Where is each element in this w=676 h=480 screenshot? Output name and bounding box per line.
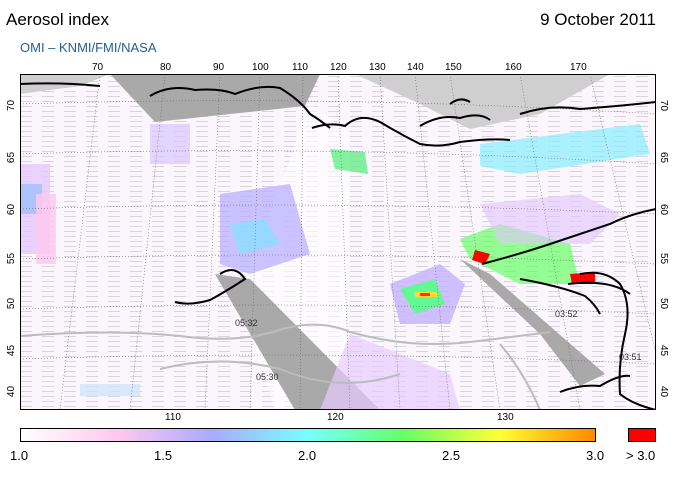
lat-tick-right: 55 xyxy=(658,252,670,265)
lon-tick-bottom: 110 xyxy=(165,412,181,423)
lon-tick-top: 160 xyxy=(505,62,522,73)
overpass-time-3: 03:52 xyxy=(555,309,578,319)
lon-tick-top: 130 xyxy=(369,62,386,73)
lat-tick-left: 65 xyxy=(6,151,18,164)
no-data-diagonal-east xyxy=(460,259,605,386)
data-source: OMI – KNMI/FMI/NASA xyxy=(20,40,157,55)
ai-red-spot-1 xyxy=(420,293,430,296)
lat-tick-right: 40 xyxy=(658,385,670,398)
coastlines xyxy=(20,82,656,410)
lon-tick-top: 90 xyxy=(213,62,225,73)
ai-band-west-3 xyxy=(36,194,56,264)
lon-tick-top: 150 xyxy=(445,62,462,73)
lat-tick-right: 70 xyxy=(658,99,670,112)
graticule xyxy=(20,74,656,410)
colorbar xyxy=(20,428,596,442)
lon-tick-top: 120 xyxy=(330,62,347,73)
ai-band-far-northeast xyxy=(480,124,650,174)
ai-band-cyan-north xyxy=(330,149,368,174)
lat-tick-right: 60 xyxy=(658,203,670,216)
lon-tick-top: 80 xyxy=(160,62,172,73)
ai-red-spot-2 xyxy=(472,250,490,264)
lon-tick-bottom: 120 xyxy=(327,412,344,423)
lat-tick-left: 60 xyxy=(6,203,18,216)
lat-tick-right: 50 xyxy=(658,297,670,310)
lat-tick-right: 45 xyxy=(658,344,670,357)
ai-band-south xyxy=(320,334,460,410)
lon-tick-top: 100 xyxy=(252,62,269,73)
overpass-time-4: 03:51 xyxy=(619,352,642,362)
overpass-time-2: 05:30 xyxy=(256,372,279,382)
country-borders xyxy=(20,323,551,410)
colorbar-label: 2.5 xyxy=(442,448,461,463)
colorbar-over-label: > 3.0 xyxy=(626,448,656,463)
map-date: 9 October 2011 xyxy=(540,10,656,29)
no-data-top-right xyxy=(355,74,610,129)
colorbar-over-swatch xyxy=(628,428,656,442)
lat-tick-left: 45 xyxy=(6,344,18,357)
lon-tick-top: 140 xyxy=(407,62,424,73)
lat-tick-left: 70 xyxy=(6,99,18,112)
lat-tick-left: 50 xyxy=(6,297,18,310)
map-frame xyxy=(20,74,656,410)
lon-tick-top: 170 xyxy=(570,62,587,73)
colorbar-label: 1.5 xyxy=(154,448,173,463)
map-title: Aerosol index xyxy=(6,10,110,29)
lon-tick-top: 110 xyxy=(292,62,308,73)
ai-red-spot-3 xyxy=(570,272,595,284)
lon-tick-bottom: 130 xyxy=(497,412,514,423)
overpass-time-1: 05:32 xyxy=(235,318,258,328)
ai-band-north xyxy=(150,124,190,164)
ai-band-southwest xyxy=(80,384,140,396)
lat-tick-left: 40 xyxy=(6,385,18,398)
lat-tick-right: 65 xyxy=(658,151,670,164)
colorbar-label: 1.0 xyxy=(10,448,29,463)
lat-tick-left: 55 xyxy=(6,252,18,265)
aerosol-map: 05:32 05:30 03:52 03:51 xyxy=(20,74,656,410)
colorbar-label: 2.0 xyxy=(298,448,317,463)
colorbar-label: 3.0 xyxy=(586,448,605,463)
lon-tick-top: 70 xyxy=(92,62,104,73)
